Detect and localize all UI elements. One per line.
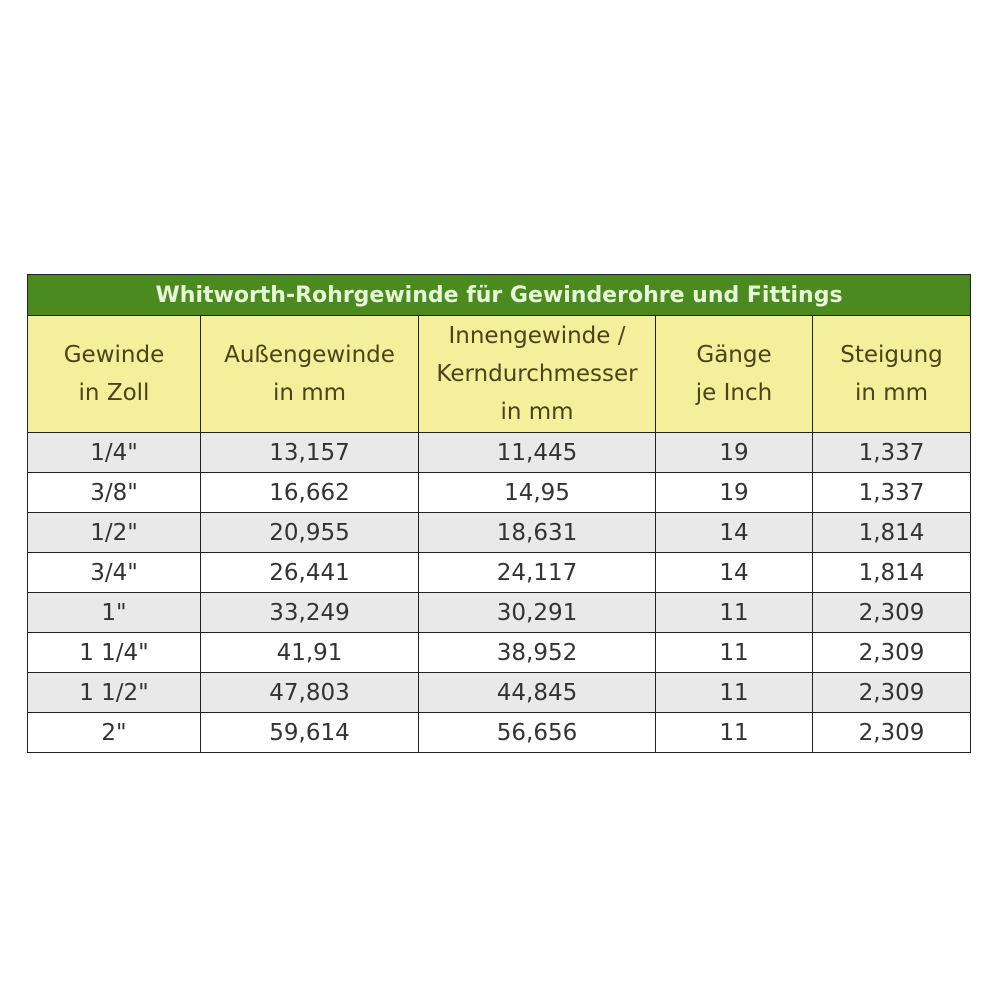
column-header-line: in mm	[854, 380, 929, 406]
table-cell: 1/4"	[27, 432, 201, 473]
table-cell: 1 1/4"	[27, 632, 201, 673]
table-cell: 2,309	[811, 592, 972, 633]
column-header-line: je Inch	[695, 380, 773, 406]
column-header-line: Innengewinde /	[448, 323, 626, 349]
table-title: Whitworth-Rohrgewinde für Gewinderohre u…	[26, 274, 972, 316]
table-cell: 33,249	[200, 592, 419, 633]
column-header-line: Gewinde	[63, 342, 165, 368]
table-cell: 59,614	[200, 712, 419, 753]
table-cell: 2,309	[811, 712, 972, 753]
column-header-line: in Zoll	[78, 380, 150, 406]
column-header-line: in mm	[272, 380, 347, 406]
table-row: 2" 59,614 56,656 11 2,309	[27, 712, 972, 753]
table-row: 3/4" 26,441 24,117 14 1,814	[27, 552, 972, 593]
column-header-line: Kerndurchmesser	[436, 361, 638, 387]
table-cell: 14,95	[418, 472, 656, 513]
table-cell: 20,955	[200, 512, 419, 553]
table-cell: 16,662	[200, 472, 419, 513]
table-cell: 18,631	[418, 512, 656, 553]
table-cell: 2,309	[811, 632, 972, 673]
thread-table: Whitworth-Rohrgewinde für Gewinderohre u…	[26, 274, 972, 753]
column-header-line: Gänge	[696, 342, 772, 368]
table-cell: 19	[655, 432, 813, 473]
table-cell: 3/8"	[27, 472, 201, 513]
column-header-line: Steigung	[840, 342, 943, 368]
table-row: 1 1/2" 47,803 44,845 11 2,309	[27, 672, 972, 713]
table-cell: 41,91	[200, 632, 419, 673]
table-cell: 1,337	[811, 472, 972, 513]
table-cell: 1/2"	[27, 512, 201, 553]
table-cell: 11	[655, 712, 813, 753]
column-header: Gewinde in Zoll	[27, 315, 201, 433]
table-cell: 1 1/2"	[27, 672, 201, 713]
table-cell: 38,952	[418, 632, 656, 673]
header-row: Gewinde in Zoll Außengewinde in mm Innengewi…	[27, 315, 972, 433]
table-cell: 11	[655, 672, 813, 713]
table-cell: 3/4"	[27, 552, 201, 593]
table-cell: 1"	[27, 592, 201, 633]
table-cell: 26,441	[200, 552, 419, 593]
table-cell: 2,309	[811, 672, 972, 713]
table-cell: 1,337	[811, 432, 972, 473]
column-header: Innengewinde / Kerndurchmesser in mm	[418, 315, 656, 433]
table-cell: 47,803	[200, 672, 419, 713]
table-cell: 24,117	[418, 552, 656, 593]
table-row: 1/4" 13,157 11,445 19 1,337	[27, 432, 972, 473]
table-cell: 56,656	[418, 712, 656, 753]
table-cell: 1,814	[811, 512, 972, 553]
table-cell: 11	[655, 632, 813, 673]
table-cell: 19	[655, 472, 813, 513]
column-header: Außengewinde in mm	[200, 315, 419, 433]
column-header-line: Außengewinde	[224, 342, 395, 368]
table-row: 3/8" 16,662 14,95 19 1,337	[27, 472, 972, 513]
table-cell: 44,845	[418, 672, 656, 713]
column-header: Steigung in mm	[811, 315, 972, 433]
table-row: 1 1/4" 41,91 38,952 11 2,309	[27, 632, 972, 673]
table-row: 1" 33,249 30,291 11 2,309	[27, 592, 972, 633]
column-header-line: in mm	[500, 399, 574, 425]
table-cell: 14	[655, 512, 813, 553]
table-cell: 13,157	[200, 432, 419, 473]
table-row: 1/2" 20,955 18,631 14 1,814	[27, 512, 972, 553]
table-cell: 11	[655, 592, 813, 633]
table-cell: 30,291	[418, 592, 656, 633]
table-cell: 1,814	[811, 552, 972, 593]
column-header: Gänge je Inch	[655, 315, 813, 433]
table-cell: 2"	[27, 712, 201, 753]
table-cell: 11,445	[418, 432, 656, 473]
table-cell: 14	[655, 552, 813, 593]
